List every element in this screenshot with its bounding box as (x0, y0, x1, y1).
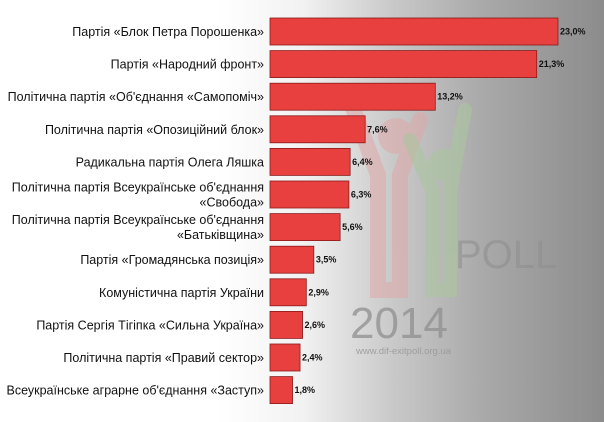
value-label-8: 3,5% (316, 255, 337, 265)
bar-12 (269, 376, 293, 405)
value-label-4: 7,6% (367, 124, 388, 134)
category-label-10: Партія Сергія Тігіпка «Сильна Україна» (36, 318, 264, 332)
value-label-9: 2,9% (308, 287, 329, 297)
category-label-11: Політична партія «Правий сектор» (63, 351, 264, 365)
category-labels-group: Партія «Блок Петра Порошенка» Партія «Нар… (6, 25, 264, 398)
bar-2 (269, 50, 538, 78)
bar-6 (269, 180, 350, 209)
value-label-2: 21,3% (539, 59, 565, 69)
value-label-3: 13,2% (437, 92, 463, 102)
bar-11 (269, 343, 301, 372)
category-label-12: Всеукраїнське аграрне об'єднання «Заступ… (6, 384, 264, 398)
category-label-6: Політична партія Всеукраїнське об'єднанн… (12, 181, 264, 210)
watermark-url: www.dif-exitpoll.org.ua (355, 346, 452, 357)
value-label-11: 2,4% (302, 353, 323, 363)
bar-10 (269, 310, 303, 339)
category-label-1: Партія «Блок Петра Порошенка» (72, 25, 264, 39)
category-label-7: Політична партія Всеукраїнське об'єднанн… (12, 213, 264, 242)
category-label-9: Комуністична партія України (99, 286, 264, 300)
category-label-5: Радикальна партія Олега Ляшка (76, 155, 264, 169)
bar-4 (269, 115, 366, 144)
category-label-2: Партія «Народний фронт» (111, 58, 264, 72)
exitpoll-watermark: POLL 2014 www.dif-exitpoll.org.ua (342, 92, 557, 357)
value-label-5: 6,4% (352, 157, 373, 167)
category-label-3: Політична партія «Об'єднання «Самопоміч» (8, 90, 264, 104)
bars-group (269, 17, 559, 405)
bar-1 (269, 17, 559, 46)
category-label-4: Політична партія «Опозиційний блок» (45, 123, 264, 137)
bar-3 (269, 82, 436, 111)
bar-7 (269, 213, 341, 242)
watermark-poll-word: POLL (455, 233, 557, 277)
value-label-12: 1,8% (295, 385, 316, 395)
value-label-1: 23,0% (560, 27, 586, 37)
bar-5 (269, 147, 351, 176)
value-label-7: 5,6% (342, 222, 363, 232)
bar-9 (269, 278, 307, 307)
bar-8 (269, 245, 315, 274)
watermark-figure-green (403, 103, 472, 297)
value-labels-group: 23,0% 21,3% 13,2% 7,6% 6,4% 6,3% 5,6% 3,5% 2,9% 2… (295, 27, 586, 396)
value-label-10: 2,6% (305, 320, 326, 330)
value-label-6: 6,3% (351, 190, 372, 200)
watermark-year: 2014 (350, 299, 448, 348)
category-label-8: Партія «Громадянська позиція» (80, 253, 264, 267)
